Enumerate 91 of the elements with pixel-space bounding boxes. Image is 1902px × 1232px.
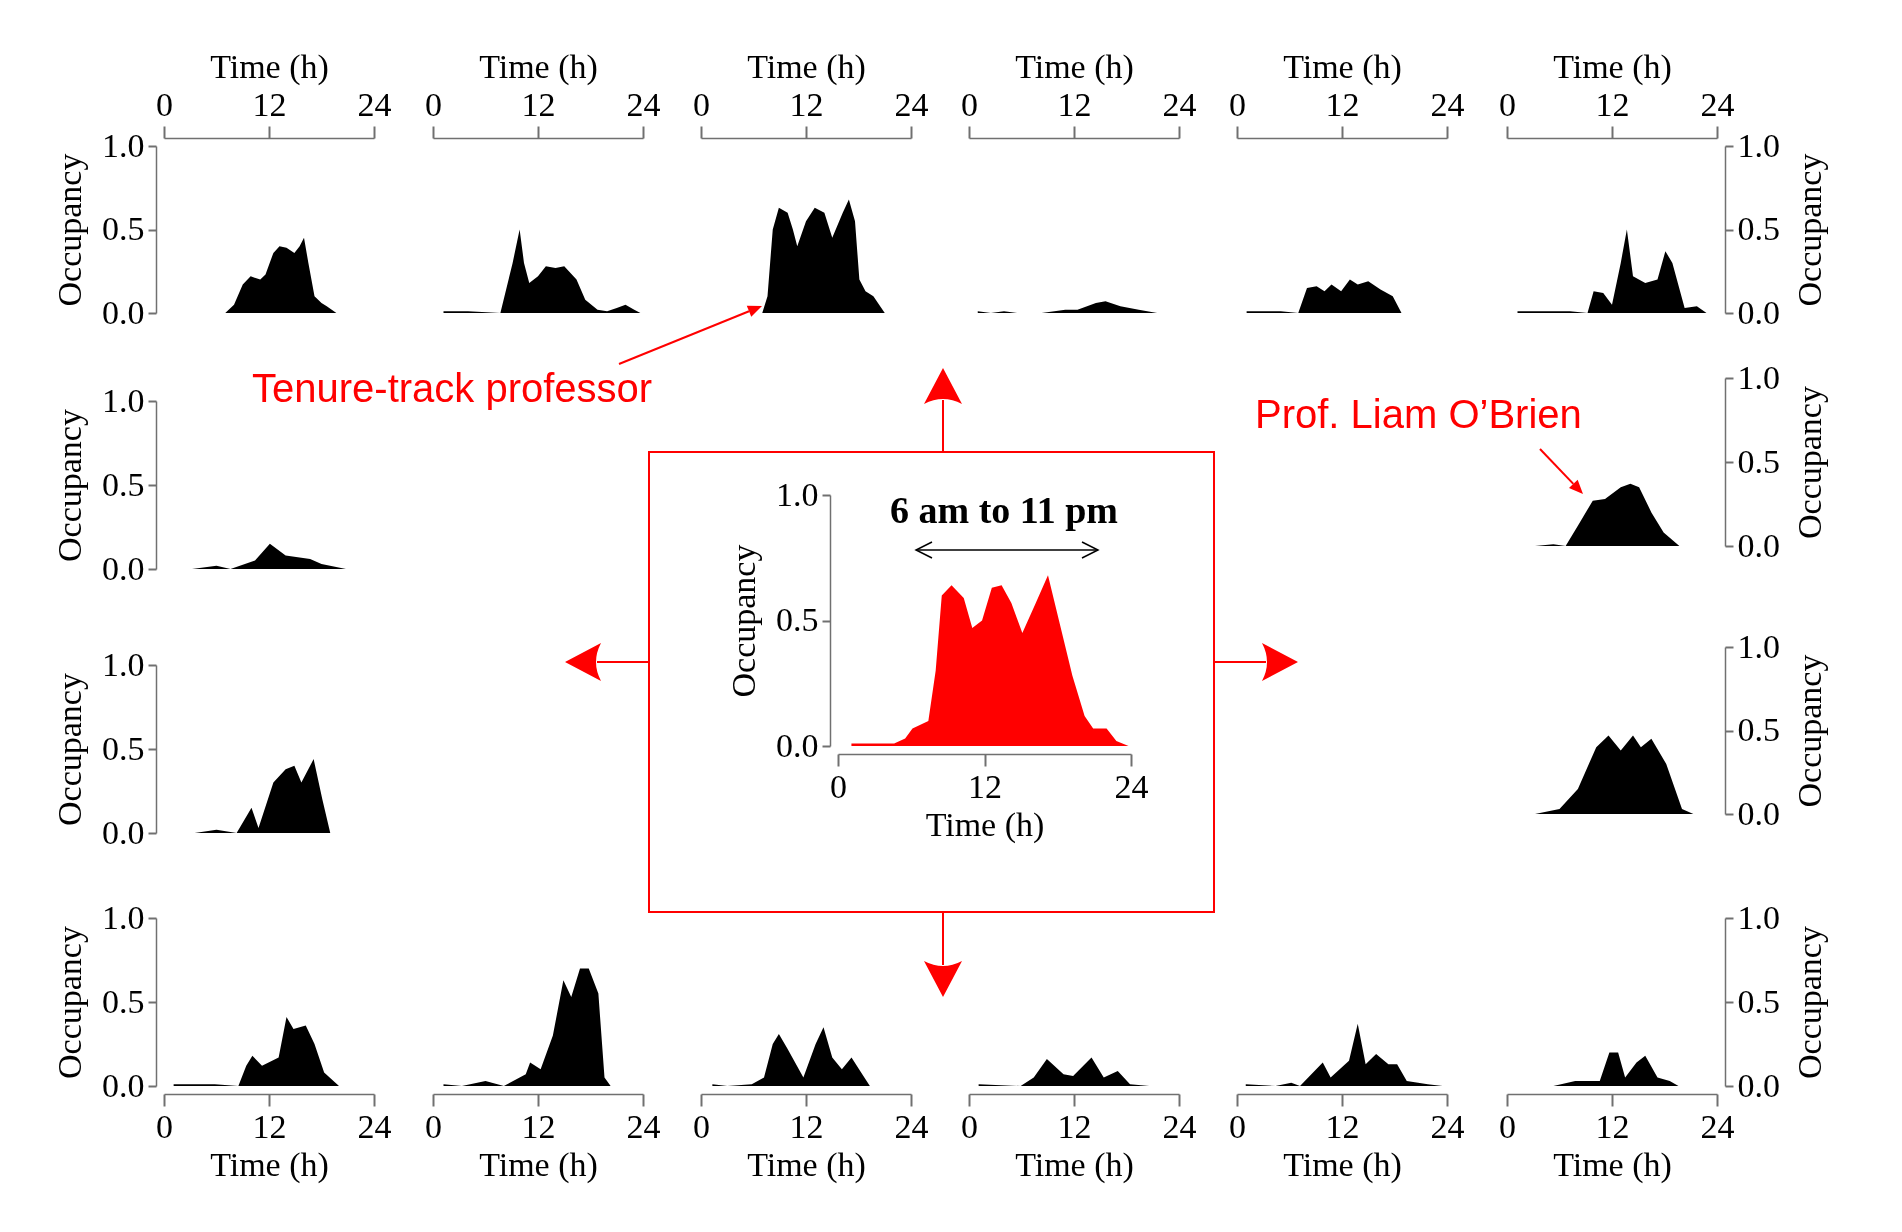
y2-tick-label: 0.0 <box>1737 293 1780 331</box>
y2-tick-label: 0.5 <box>1737 982 1780 1020</box>
x-tick-label: 12 <box>789 1107 824 1145</box>
y-axis-title: Occupancy <box>51 409 88 562</box>
y-axis-title: Occupancy <box>51 153 88 307</box>
x-tick-label: 12 <box>252 1107 287 1145</box>
x-axis-title: Time (h) <box>1283 47 1402 86</box>
x-tick-label: 24 <box>894 85 929 123</box>
y-tick-label: 0.5 <box>776 601 819 638</box>
y-tick-label: 1.0 <box>776 475 819 513</box>
x-tick-label: 12 <box>1057 1107 1092 1145</box>
x-axis-title: Time (h) <box>925 805 1045 844</box>
x-tick-label: 12 <box>521 85 556 123</box>
y2-tick-label: 1.0 <box>1737 358 1780 396</box>
y-axis-title: Occupancy <box>51 926 88 1079</box>
y-tick-label: 1.0 <box>102 645 145 683</box>
y2-tick-label: 0.0 <box>1737 794 1780 832</box>
x-tick-label: 0 <box>961 85 978 123</box>
y2-tick-label: 0.0 <box>1737 526 1780 564</box>
x-tick-label: 24 <box>1162 1107 1197 1145</box>
x-tick-label: 12 <box>1057 85 1092 123</box>
x-tick-label: 0 <box>693 85 710 123</box>
y2-axis-title: Occupancy <box>1791 153 1828 307</box>
x-axis-title: Time (h) <box>479 1145 598 1184</box>
y2-tick-label: 1.0 <box>1737 627 1780 665</box>
x-tick-label: 24 <box>1700 85 1735 123</box>
x-tick-label: 24 <box>357 85 392 123</box>
x-tick-label: 0 <box>425 85 442 123</box>
y-tick-label: 0.0 <box>102 549 145 587</box>
y2-tick-label: 1.0 <box>1737 898 1780 936</box>
x-tick-label: 12 <box>1595 1107 1630 1145</box>
x-tick-label: 0 <box>1229 85 1246 123</box>
x-tick-label: 0 <box>693 1107 710 1145</box>
x-axis-title: Time (h) <box>747 1145 866 1184</box>
x-tick-label: 12 <box>1325 85 1360 123</box>
x-axis-title: Time (h) <box>210 1145 329 1184</box>
x-tick-label: 0 <box>156 85 173 123</box>
x-axis-title: Time (h) <box>1553 1145 1672 1184</box>
y-tick-label: 1.0 <box>102 898 145 936</box>
x-tick-label: 0 <box>830 767 847 805</box>
y-tick-label: 1.0 <box>102 126 145 164</box>
x-tick-label: 12 <box>252 85 287 123</box>
x-tick-label: 12 <box>521 1107 556 1145</box>
annotation: 6 am to 11 pm <box>890 488 1118 532</box>
x-tick-label: 12 <box>1325 1107 1360 1145</box>
x-tick-label: 24 <box>1430 1107 1465 1145</box>
y-tick-label: 0.0 <box>102 813 145 851</box>
y2-tick-label: 0.5 <box>1737 442 1780 480</box>
y-tick-label: 1.0 <box>102 381 145 419</box>
x-axis-title: Time (h) <box>479 47 598 86</box>
y2-axis-title: Occupancy <box>1791 926 1828 1079</box>
x-axis-title: Time (h) <box>747 47 866 86</box>
x-tick-label: 24 <box>1430 85 1465 123</box>
y-tick-label: 0.5 <box>102 465 145 503</box>
y2-tick-label: 0.5 <box>1737 210 1780 247</box>
x-axis-title: Time (h) <box>1283 1145 1402 1184</box>
x-tick-label: 0 <box>1229 1107 1246 1145</box>
x-tick-label: 12 <box>968 767 1002 805</box>
y2-tick-label: 1.0 <box>1737 126 1780 164</box>
y-tick-label: 0.5 <box>102 729 145 767</box>
y2-tick-label: 0.5 <box>1737 711 1780 748</box>
x-tick-label: 24 <box>626 85 661 123</box>
y2-axis-title: Occupancy <box>1791 386 1828 539</box>
x-tick-label: 24 <box>357 1107 392 1145</box>
y-tick-label: 0.5 <box>102 210 145 247</box>
x-tick-label: 0 <box>961 1107 978 1145</box>
y-tick-label: 0.0 <box>102 1066 145 1104</box>
x-tick-label: 24 <box>1700 1107 1735 1145</box>
x-axis-title: Time (h) <box>1553 47 1672 86</box>
x-axis-title: Time (h) <box>1015 47 1134 86</box>
y-tick-label: 0.5 <box>102 982 145 1020</box>
x-axis-title: Time (h) <box>210 47 329 86</box>
y2-tick-label: 0.0 <box>1737 1066 1780 1104</box>
x-tick-label: 12 <box>789 85 824 123</box>
x-axis-title: Time (h) <box>1015 1145 1134 1184</box>
y2-axis-title: Occupancy <box>1791 654 1828 808</box>
x-tick-label: 0 <box>1499 85 1516 123</box>
x-tick-label: 24 <box>1162 85 1197 123</box>
y-axis-title: Occupancy <box>725 544 762 698</box>
x-tick-label: 24 <box>626 1107 661 1145</box>
annotation: Tenure-track professor <box>252 366 653 411</box>
y-tick-label: 0.0 <box>102 293 145 331</box>
x-tick-label: 24 <box>1114 767 1149 805</box>
y-tick-label: 0.0 <box>776 726 819 764</box>
x-tick-label: 0 <box>1499 1107 1516 1145</box>
y-axis-title: Occupancy <box>51 673 88 826</box>
x-tick-label: 24 <box>894 1107 929 1145</box>
x-tick-label: 0 <box>425 1107 442 1145</box>
x-tick-label: 12 <box>1595 85 1630 123</box>
annotation: Prof. Liam O’Brien <box>1255 392 1582 437</box>
x-tick-label: 0 <box>156 1107 173 1145</box>
